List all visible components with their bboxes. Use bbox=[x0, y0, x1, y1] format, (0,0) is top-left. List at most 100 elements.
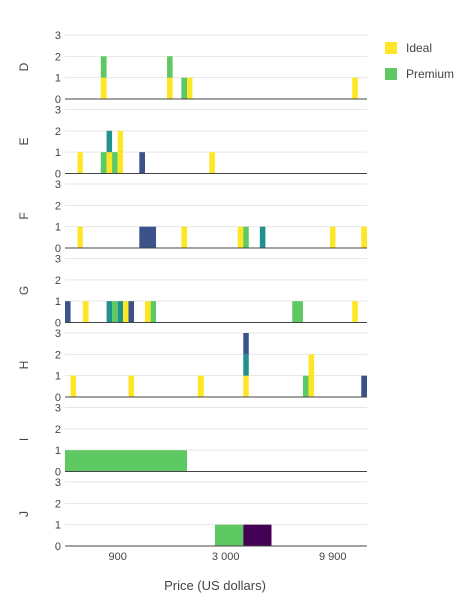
bar-segment[interactable] bbox=[100, 56, 107, 78]
bar-segment[interactable] bbox=[106, 130, 113, 153]
bar-segment[interactable] bbox=[65, 301, 71, 323]
facet-label: F bbox=[17, 212, 31, 219]
bar-segment[interactable] bbox=[150, 301, 157, 323]
bar-segment[interactable] bbox=[259, 226, 266, 248]
facet-label: G bbox=[17, 286, 31, 295]
bar-segment[interactable] bbox=[197, 375, 204, 397]
x-tick-label: 900 bbox=[109, 551, 127, 563]
facet-label: E bbox=[17, 137, 31, 145]
legend-item-premium[interactable]: Premium bbox=[385, 67, 454, 81]
facet-J: 0 1 2 3 J bbox=[17, 477, 367, 553]
bar-segment[interactable] bbox=[167, 56, 173, 78]
y-tick-label: 3 bbox=[55, 30, 61, 42]
y-tick-label: 3 bbox=[55, 254, 61, 266]
legend-swatch bbox=[385, 68, 397, 80]
bar-segment[interactable] bbox=[181, 226, 188, 248]
bar-segment[interactable] bbox=[82, 301, 89, 323]
bar-segment[interactable] bbox=[237, 226, 244, 248]
bar-segment[interactable] bbox=[243, 375, 249, 397]
y-tick-label: 0 bbox=[55, 467, 61, 479]
bar-segment[interactable] bbox=[128, 375, 135, 397]
y-tick-label: 3 bbox=[55, 328, 61, 340]
y-tick-label: 0 bbox=[55, 94, 61, 106]
bar-segment[interactable] bbox=[139, 226, 157, 248]
x-tick-label: 3 000 bbox=[212, 551, 240, 563]
legend[interactable]: Ideal Premium bbox=[385, 41, 454, 81]
bar-segment[interactable] bbox=[181, 77, 188, 99]
bar-segment[interactable] bbox=[112, 301, 118, 323]
facet-label: D bbox=[17, 62, 31, 71]
bar-segment[interactable] bbox=[117, 130, 124, 174]
bar-segment[interactable] bbox=[308, 354, 315, 397]
y-tick-label: 0 bbox=[55, 392, 61, 404]
bar-segment[interactable] bbox=[123, 301, 129, 323]
facet-label: J bbox=[17, 511, 31, 517]
legend-label: Premium bbox=[406, 67, 454, 81]
bar-segment[interactable] bbox=[100, 152, 107, 174]
y-tick-label: 2 bbox=[55, 349, 61, 361]
bar-segment[interactable] bbox=[292, 301, 303, 323]
y-tick-label: 2 bbox=[55, 126, 61, 138]
x-axis: 900 3 000 9 900 bbox=[109, 551, 347, 563]
facet-E: 0 1 2 3 E bbox=[17, 105, 367, 181]
y-tick-label: 1 bbox=[55, 520, 61, 532]
bar-segment[interactable] bbox=[106, 152, 113, 174]
facet-D: 0 1 2 3 D bbox=[17, 30, 367, 106]
legend-item-ideal[interactable]: Ideal bbox=[385, 41, 432, 55]
bar-segment[interactable] bbox=[100, 77, 107, 99]
bar-segment[interactable] bbox=[209, 152, 215, 174]
x-axis-title: Price (US dollars) bbox=[164, 578, 266, 593]
x-tick-label: 9 900 bbox=[319, 551, 347, 563]
facet-label: I bbox=[17, 438, 31, 441]
bar-segment[interactable] bbox=[112, 152, 118, 174]
legend-label: Ideal bbox=[406, 41, 432, 55]
y-tick-label: 2 bbox=[55, 498, 61, 510]
facet-H: 0 1 2 3 H bbox=[17, 328, 367, 404]
legend-swatch bbox=[385, 42, 397, 54]
bar-segment[interactable] bbox=[117, 301, 124, 323]
bar-segment[interactable] bbox=[128, 301, 135, 323]
bar-segment[interactable] bbox=[243, 333, 249, 355]
y-tick-label: 1 bbox=[55, 296, 61, 308]
bar-segment[interactable] bbox=[243, 524, 272, 546]
y-tick-label: 2 bbox=[55, 424, 61, 436]
bar-segment[interactable] bbox=[243, 226, 249, 248]
y-tick-label: 3 bbox=[55, 403, 61, 415]
y-tick-label: 2 bbox=[55, 275, 61, 287]
y-tick-label: 2 bbox=[55, 51, 61, 63]
bar-segment[interactable] bbox=[361, 226, 367, 248]
bar-segment[interactable] bbox=[106, 301, 113, 323]
y-tick-label: 3 bbox=[55, 477, 61, 489]
bar-segment[interactable] bbox=[144, 301, 151, 323]
facet-I: 0 1 2 3 I bbox=[17, 403, 367, 479]
bar-segment[interactable] bbox=[65, 450, 188, 472]
facet-label: H bbox=[17, 361, 31, 370]
bar-segment[interactable] bbox=[330, 226, 336, 248]
bar-segment[interactable] bbox=[77, 152, 83, 174]
y-tick-label: 1 bbox=[55, 73, 61, 85]
facet-F: 0 1 2 3 F bbox=[17, 179, 367, 255]
bar-segment[interactable] bbox=[167, 77, 173, 99]
bar-segment[interactable] bbox=[302, 375, 309, 397]
bar-segment[interactable] bbox=[77, 226, 83, 248]
y-tick-label: 1 bbox=[55, 445, 61, 457]
bar-segment[interactable] bbox=[214, 524, 244, 546]
bar-segment[interactable] bbox=[139, 152, 145, 174]
bar-segment[interactable] bbox=[352, 77, 358, 99]
facet-G: 0 1 2 3 G bbox=[17, 254, 367, 330]
y-tick-label: 0 bbox=[55, 169, 61, 181]
y-tick-label: 1 bbox=[55, 147, 61, 159]
bar-segment[interactable] bbox=[70, 375, 76, 397]
y-tick-label: 2 bbox=[55, 200, 61, 212]
y-tick-label: 0 bbox=[55, 243, 61, 255]
y-tick-label: 1 bbox=[55, 371, 61, 383]
y-tick-label: 0 bbox=[55, 541, 61, 553]
bar-segment[interactable] bbox=[243, 354, 249, 376]
y-tick-label: 3 bbox=[55, 179, 61, 191]
y-tick-label: 0 bbox=[55, 318, 61, 330]
facets-layer: 0 1 2 3 D 0 1 2 3 E 0 1 2 3 F 0 1 2 3 G 0 1 2 3 H 0 1 2 3 I 0 1 2 3 J bbox=[17, 30, 367, 553]
bar-segment[interactable] bbox=[352, 301, 358, 323]
bar-segment[interactable] bbox=[361, 375, 367, 397]
bar-segment[interactable] bbox=[187, 77, 193, 99]
